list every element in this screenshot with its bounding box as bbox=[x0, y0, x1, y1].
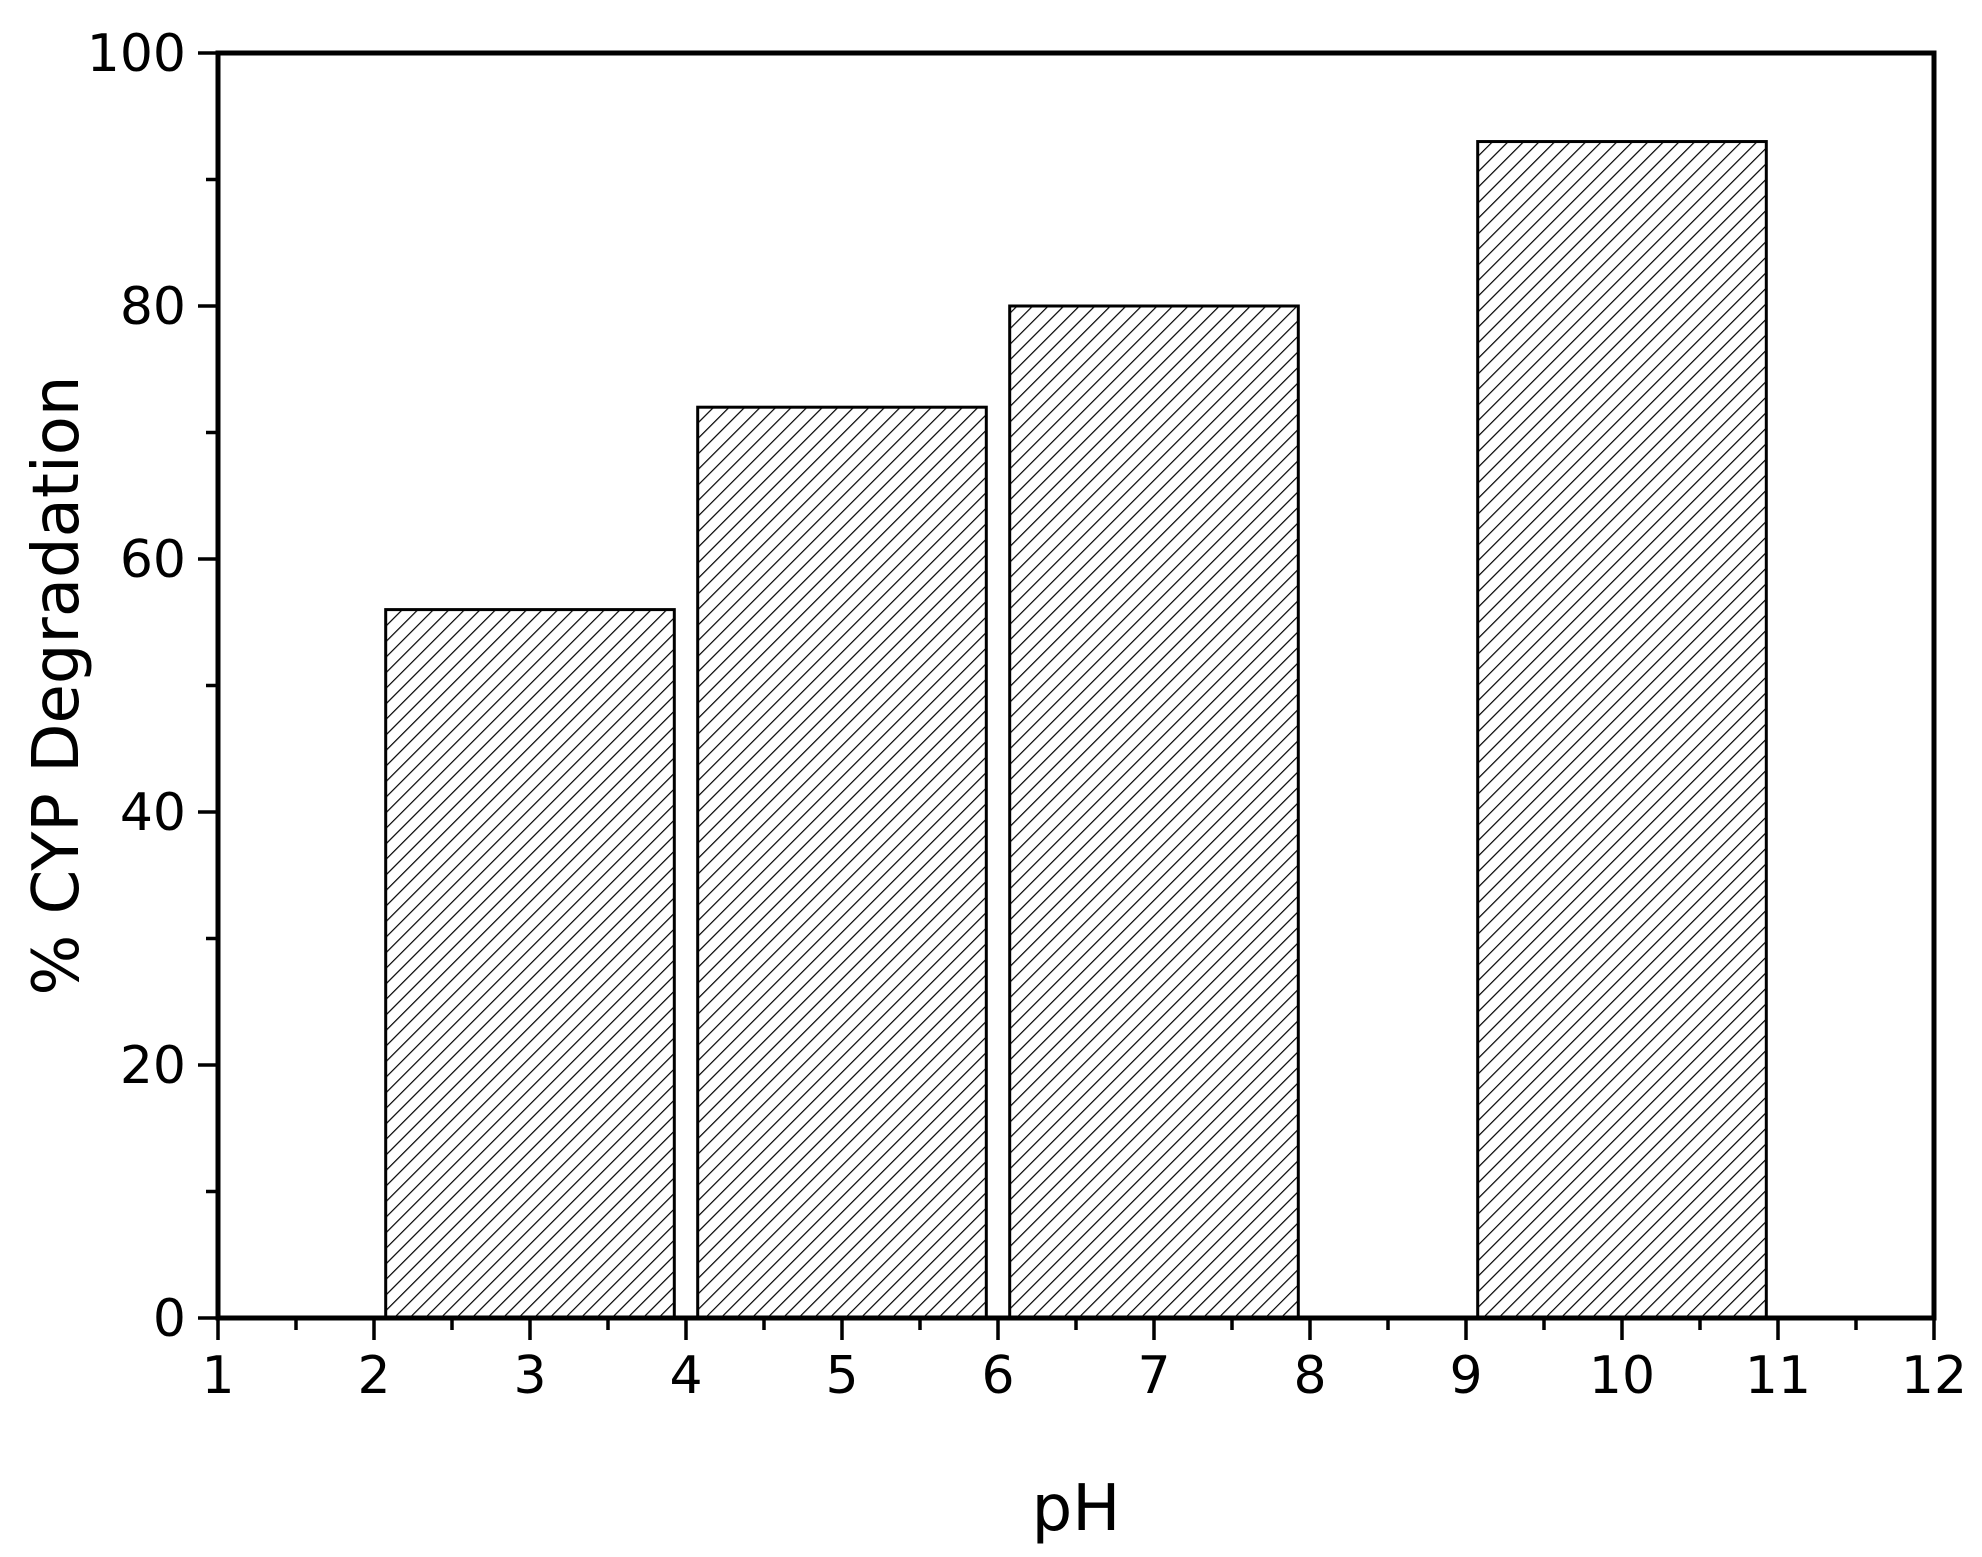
y-tick-label: 0 bbox=[153, 1289, 186, 1349]
x-tick-label: 12 bbox=[1901, 1346, 1967, 1406]
y-tick-label: 100 bbox=[87, 24, 186, 84]
y-tick-label: 20 bbox=[120, 1036, 186, 1096]
y-tick-label: 80 bbox=[120, 277, 186, 337]
bar-ph-10 bbox=[1476, 140, 1768, 1320]
bar-ph-3 bbox=[384, 608, 676, 1320]
x-tick-label: 10 bbox=[1589, 1346, 1655, 1406]
y-tick-label: 40 bbox=[120, 783, 186, 843]
x-tick-label: 7 bbox=[1137, 1346, 1170, 1406]
plot-frame bbox=[215, 50, 1937, 1321]
x-tick-label: 8 bbox=[1293, 1346, 1326, 1406]
x-tick-label: 4 bbox=[669, 1346, 702, 1406]
x-tick-label: 11 bbox=[1745, 1346, 1811, 1406]
bar-ph-5 bbox=[696, 405, 988, 1320]
bars-group bbox=[384, 140, 1768, 1320]
x-tick-label: 6 bbox=[981, 1346, 1014, 1406]
x-tick-label: 3 bbox=[513, 1346, 546, 1406]
x-tick-label: 1 bbox=[201, 1346, 234, 1406]
y-axis-ticks: 0 20 40 60 80 100 bbox=[87, 24, 218, 1349]
x-axis-label: pH bbox=[1032, 1472, 1121, 1546]
x-axis-ticks: 1 2 3 4 5 6 7 8 9 10 11 12 bbox=[201, 1318, 1967, 1406]
y-tick-label: 60 bbox=[120, 530, 186, 590]
x-tick-label: 2 bbox=[357, 1346, 390, 1406]
bar-ph-7 bbox=[1008, 304, 1300, 1320]
x-tick-label: 9 bbox=[1449, 1346, 1482, 1406]
x-tick-label: 5 bbox=[825, 1346, 858, 1406]
y-axis-label: % CYP Degradation bbox=[20, 376, 94, 996]
